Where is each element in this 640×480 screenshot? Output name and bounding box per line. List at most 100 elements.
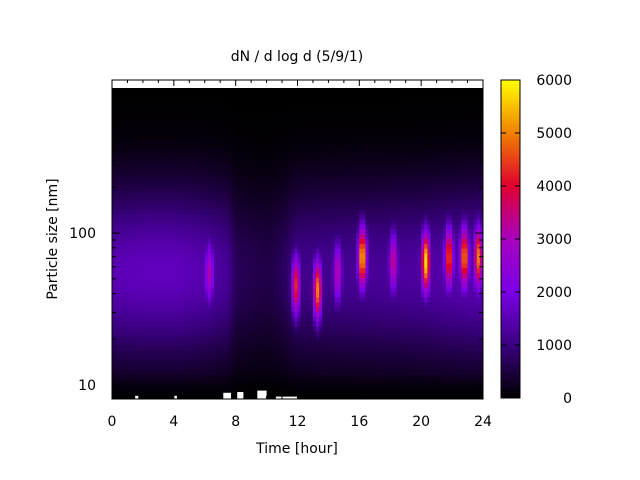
heatmap-cell <box>127 131 131 137</box>
heatmap-cell <box>266 175 271 181</box>
heatmap-cell <box>195 219 199 225</box>
heatmap-cell <box>241 282 246 288</box>
heatmap-cell <box>278 277 283 283</box>
heatmap-cell <box>257 330 261 337</box>
heatmap-cell <box>312 233 317 240</box>
heatmap-cell <box>170 384 175 390</box>
heatmap-cell <box>272 248 277 254</box>
heatmap-cell <box>272 204 277 210</box>
heatmap-cell <box>207 384 212 390</box>
heatmap-cell <box>294 384 298 390</box>
heatmap-cell <box>142 156 147 162</box>
heatmap-cell <box>192 185 196 191</box>
heatmap-cell <box>266 340 271 346</box>
heatmap-cell <box>223 204 227 210</box>
heatmap-cell <box>254 258 258 264</box>
heatmap-cell <box>189 190 193 196</box>
heatmap-cell <box>176 243 181 249</box>
heatmap-cell <box>207 262 212 269</box>
heatmap-cell <box>306 233 311 240</box>
heatmap-cell <box>155 92 159 99</box>
heatmap-cell <box>232 88 237 94</box>
heatmap-cell <box>226 277 230 283</box>
heatmap-cell <box>322 156 326 162</box>
heatmap-cell <box>241 214 246 220</box>
heatmap-cell <box>127 233 131 240</box>
heatmap-cell <box>142 350 147 356</box>
heatmap-cell <box>146 170 150 176</box>
heatmap-cell <box>164 316 169 322</box>
heatmap-cell <box>173 287 178 293</box>
heatmap-cell <box>173 233 178 240</box>
heatmap-cell <box>306 228 311 235</box>
heatmap-cell <box>127 156 131 162</box>
heatmap-cell <box>115 126 119 133</box>
heatmap-cell <box>118 175 122 181</box>
heatmap-cell <box>149 204 153 210</box>
heatmap-cell <box>272 180 277 186</box>
heatmap-cell <box>337 204 342 210</box>
heatmap-cell <box>210 233 215 240</box>
heatmap-cell <box>158 272 162 278</box>
heatmap-cell <box>146 384 150 390</box>
heatmap-cell <box>133 272 138 278</box>
heatmap-cell <box>226 224 230 230</box>
heatmap-cell <box>312 156 317 162</box>
heatmap-cell <box>217 136 221 142</box>
heatmap-cell <box>288 228 292 235</box>
heatmap-cell <box>238 204 243 210</box>
heatmap-cell <box>207 170 212 176</box>
heatmap-cell <box>115 374 119 380</box>
heatmap-cell <box>152 141 156 147</box>
heatmap-cell <box>263 117 267 123</box>
heatmap-cell <box>124 296 128 303</box>
heatmap-cell <box>189 384 193 390</box>
heatmap-cell <box>251 330 255 337</box>
heatmap-cell <box>312 224 317 230</box>
heatmap-cell <box>201 340 206 346</box>
heatmap-cell <box>136 170 141 176</box>
heatmap-cell <box>158 141 162 147</box>
heatmap-cell <box>300 355 305 361</box>
heatmap-cell <box>309 194 314 201</box>
heatmap-cell <box>254 117 258 123</box>
heatmap-cell <box>319 384 323 390</box>
heatmap-cell <box>158 151 162 157</box>
heatmap-cell <box>291 262 295 269</box>
heatmap-cell <box>244 384 249 390</box>
heatmap-cell <box>257 131 261 137</box>
heatmap-cell <box>316 233 320 240</box>
heatmap-cell <box>142 228 147 235</box>
heatmap-cell <box>180 204 184 210</box>
heatmap-cell <box>241 277 246 283</box>
heatmap-cell <box>300 253 305 259</box>
heatmap-cell <box>263 267 267 274</box>
heatmap-cell <box>269 122 274 128</box>
heatmap-cell <box>210 117 215 123</box>
heatmap-cell <box>217 122 221 128</box>
heatmap-cell <box>186 360 190 366</box>
heatmap-cell <box>142 326 147 332</box>
heatmap-cell <box>248 228 252 235</box>
heatmap-cell <box>210 384 215 390</box>
heatmap-cell <box>306 170 311 176</box>
heatmap-cell <box>121 233 125 240</box>
heatmap-cell <box>149 209 153 215</box>
heatmap-cell <box>139 321 144 327</box>
heatmap-cell <box>220 151 224 157</box>
heatmap-cell <box>309 97 314 103</box>
heatmap-cell <box>189 272 193 278</box>
heatmap-cell <box>149 190 153 196</box>
heatmap-cell <box>316 224 320 230</box>
heatmap-cell <box>226 287 230 293</box>
heatmap-cell <box>207 214 212 220</box>
heatmap-cell <box>297 292 301 298</box>
heatmap-cell <box>112 316 116 322</box>
heatmap-cell <box>139 253 144 259</box>
heatmap-cell <box>170 316 175 322</box>
heatmap-cell <box>248 117 252 123</box>
heatmap-cell <box>257 146 261 152</box>
heatmap-cell <box>312 92 317 99</box>
heatmap-cell <box>235 296 240 303</box>
heatmap-cell <box>155 228 159 235</box>
